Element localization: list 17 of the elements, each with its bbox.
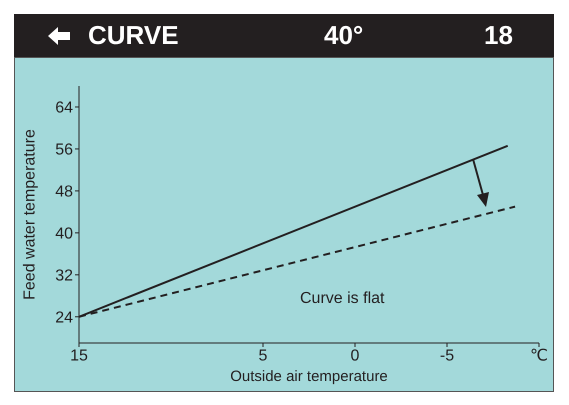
text: 18 xyxy=(484,20,513,51)
x-tick-label: 5 xyxy=(258,347,268,364)
text: 40° xyxy=(324,20,364,51)
y-tick-label: 64 xyxy=(55,100,74,117)
x-tick-label: ℃ xyxy=(530,347,548,364)
chart-title: CURVE xyxy=(88,20,179,51)
y-axis-title: Feed water temperature xyxy=(22,129,39,300)
annotation: Curve is flat xyxy=(300,290,384,308)
y-tick-label: 32 xyxy=(55,267,74,284)
x-axis-title: Outside air temperature xyxy=(230,368,388,385)
x-tick-label: 0 xyxy=(350,347,360,364)
y-tick-label: 40 xyxy=(55,226,74,243)
y-tick-label: 48 xyxy=(55,184,74,201)
x-tick-label: -5 xyxy=(440,347,454,364)
y-tick-label: 56 xyxy=(55,142,74,159)
y-tick-label: 24 xyxy=(55,309,74,326)
x-tick-label: 15 xyxy=(70,347,88,364)
